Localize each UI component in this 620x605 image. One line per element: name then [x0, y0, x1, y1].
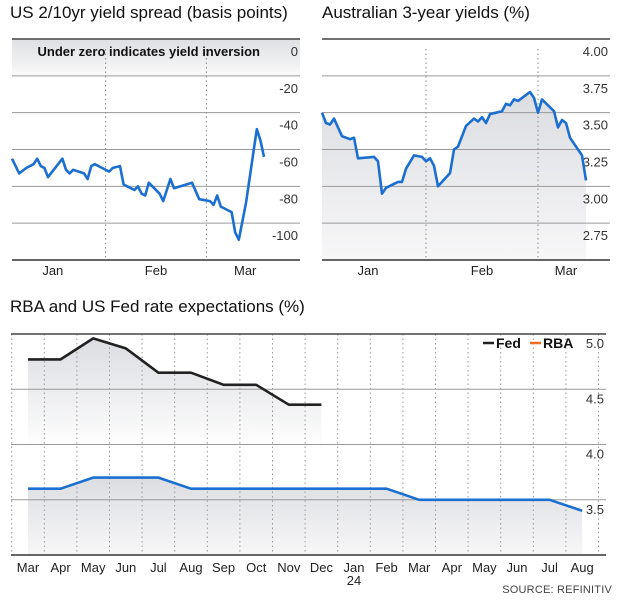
chart3-xtick-label: Sep [212, 560, 235, 575]
chart3-xtick-label: May [81, 560, 106, 575]
chart3-xtick-label: Mar [17, 560, 40, 575]
chart1-ytick-label: 0 [291, 44, 298, 59]
chart2-xtick-label: Jan [358, 263, 379, 278]
chart1-xtick-label: Jan [42, 263, 63, 278]
legend-rba-label: RBA [543, 335, 573, 351]
chart2-xtick-label: Mar [555, 263, 578, 278]
chart2-ytick-label: 4.00 [583, 44, 608, 59]
chart3-year-label: 24 [347, 573, 361, 588]
chart3-rba-line [28, 476, 583, 513]
chart3-xtick-label: Jul [150, 560, 167, 575]
chart3-xtick-label: Jun [115, 560, 136, 575]
chart2-ytick-label: 3.25 [583, 155, 608, 170]
chart2-series-line [320, 90, 588, 195]
chart3-xtick-label: Mar [408, 560, 431, 575]
chart3-xtick-label: Oct [246, 560, 267, 575]
chart1-ytick-label: -100 [272, 228, 298, 243]
chart2-ytick-label: 3.50 [583, 118, 608, 133]
chart1-ytick-label: -80 [279, 191, 298, 206]
chart3-title: RBA and US Fed rate expectations (%) [10, 297, 305, 316]
chart3-ytick-label: 5.0 [586, 336, 604, 351]
chart3-xtick-label: Apr [50, 560, 71, 575]
chart3-fed-line [28, 337, 322, 407]
chart3-xtick-label: Jun [507, 560, 528, 575]
chart3-ytick-label: 4.5 [586, 391, 604, 406]
chart1-xtick-label: Mar [234, 263, 257, 278]
chart1-xtick-label: Feb [145, 263, 167, 278]
chart2-area-fill [322, 92, 586, 260]
chart1-ytick-label: -20 [279, 81, 298, 96]
chart1-ytick-label: -40 [279, 118, 298, 133]
chart3-ytick-label: 3.5 [586, 502, 604, 517]
chart3-fed-area-fill [28, 338, 322, 451]
chart2-ytick-label: 3.75 [583, 81, 608, 96]
chart3-xtick-label: Jan [344, 560, 365, 575]
chart2-ytick-label: 3.00 [583, 191, 608, 206]
chart2-xtick-label: Feb [471, 263, 493, 278]
chart3-xtick-label: Jul [541, 560, 558, 575]
chart3-ytick-label: 4.0 [586, 447, 604, 462]
chart3-xtick-label: Feb [375, 560, 397, 575]
chart2-ytick-label: 2.75 [583, 228, 608, 243]
legend-fed-label: Fed [496, 335, 521, 351]
source-note: SOURCE: REFINITIV [502, 584, 612, 596]
chart3-xtick-label: Nov [277, 560, 301, 575]
chart3-rba-area-fill [28, 477, 583, 555]
chart1-ytick-label: -60 [279, 155, 298, 170]
chart3-xtick-label: Aug [571, 560, 594, 575]
chart1-title: US 2/10yr yield spread (basis points) [10, 3, 288, 22]
chart2-title: Australian 3-year yields (%) [322, 3, 530, 22]
chart3-xtick-label: May [472, 560, 497, 575]
chart3-xtick-label: Aug [179, 560, 202, 575]
chart1-annotation: Under zero indicates yield inversion [37, 44, 260, 59]
chart1-zero-band [12, 39, 300, 76]
chart3-xtick-label: Apr [442, 560, 463, 575]
chart3-xtick-label: Dec [310, 560, 334, 575]
